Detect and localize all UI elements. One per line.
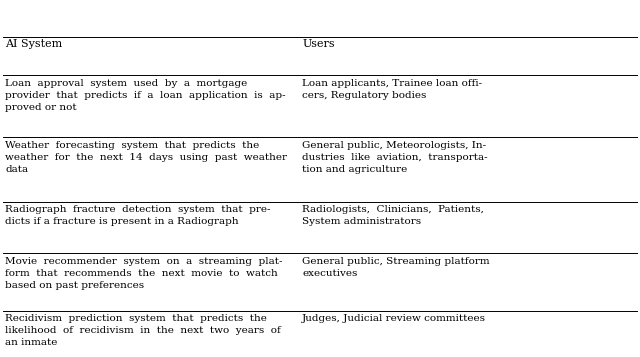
Text: Judges, Judicial review committees: Judges, Judicial review committees [302,314,486,323]
Text: Loan applicants, Trainee loan offi-
cers, Regulatory bodies: Loan applicants, Trainee loan offi- cers… [302,79,482,100]
Text: Movie  recommender  system  on  a  streaming  plat-
form  that  recommends  the : Movie recommender system on a streaming … [5,257,283,290]
Text: Loan  approval  system  used  by  a  mortgage
provider  that  predicts  if  a  l: Loan approval system used by a mortgage … [5,79,285,112]
Text: Users: Users [302,39,335,49]
Text: Radiologists,  Clinicians,  Patients,
System administrators: Radiologists, Clinicians, Patients, Syst… [302,205,484,226]
Text: AI System: AI System [5,39,62,49]
Text: Recidivism  prediction  system  that  predicts  the
likelihood  of  recidivism  : Recidivism prediction system that predic… [5,314,281,347]
Text: Weather  forecasting  system  that  predicts  the
weather  for  the  next  14  d: Weather forecasting system that predicts… [5,141,287,174]
Text: General public, Meteorologists, In-
dustries  like  aviation,  transporta-
tion : General public, Meteorologists, In- dust… [302,141,488,174]
Text: General public, Streaming platform
executives: General public, Streaming platform execu… [302,257,490,278]
Text: Radiograph  fracture  detection  system  that  pre-
dicts if a fracture is prese: Radiograph fracture detection system tha… [5,205,271,226]
